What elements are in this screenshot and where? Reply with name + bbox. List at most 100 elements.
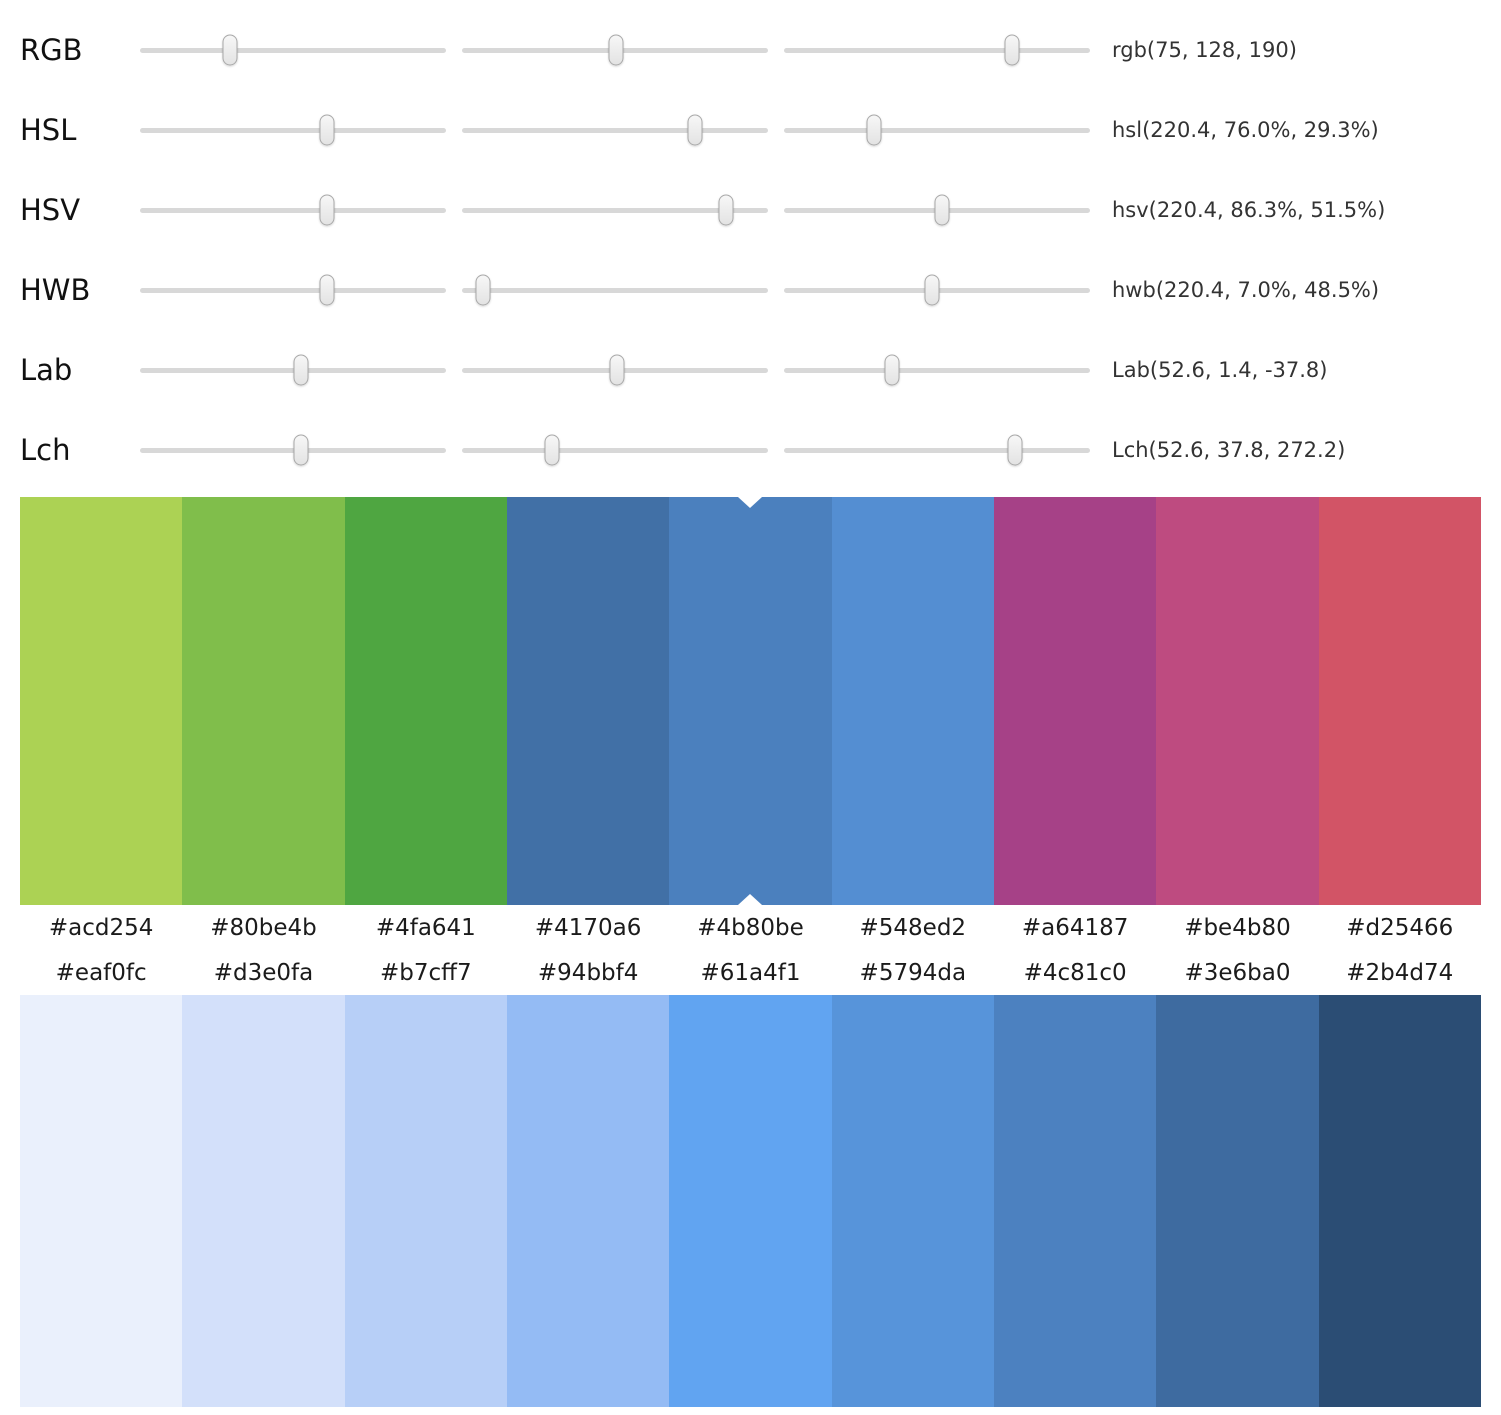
- lab-channel-3-slider-track[interactable]: [784, 354, 1090, 386]
- lab-channel-3-slider-handle[interactable]: [884, 354, 900, 386]
- hsv-channel-1-slider-track[interactable]: [140, 194, 446, 226]
- color-swatch-d25466[interactable]: [1318, 497, 1481, 905]
- hex-label: #4170a6: [534, 914, 642, 941]
- color-value-text: hsv(220.4, 86.3%, 51.5%): [1112, 198, 1386, 222]
- rgb-channel-2-slider-track[interactable]: [462, 34, 768, 66]
- slider-row-lch: Lch Lch(52.6, 37.8, 272.2): [20, 410, 1501, 490]
- hsl-channel-1-slider-handle[interactable]: [319, 114, 335, 146]
- hwb-channel-1-slider-track[interactable]: [140, 274, 446, 306]
- hsv-channel-3-slider-track[interactable]: [784, 194, 1090, 226]
- lch-channel-2-slider-handle[interactable]: [544, 434, 560, 466]
- lab-channel-2-slider-handle[interactable]: [609, 354, 625, 386]
- colorspace-slider-panel: RGB rgb(75, 128, 190) HSL: [0, 0, 1501, 490]
- rgb-channel-3-slider-handle[interactable]: [1004, 34, 1020, 66]
- lch-channel-3-slider-track[interactable]: [784, 434, 1090, 466]
- colorspace-label: HSL: [20, 113, 77, 147]
- color-swatch-94bbf4[interactable]: [506, 995, 670, 1407]
- hsl-channel-3-slider-track[interactable]: [784, 114, 1090, 146]
- hex-label: #eaf0fc: [55, 959, 147, 986]
- slider-tracks: [140, 114, 1090, 146]
- hwb-channel-1-slider-handle[interactable]: [319, 274, 335, 306]
- lch-channel-2-slider-track[interactable]: [462, 434, 768, 466]
- hex-label: #4c81c0: [1023, 959, 1127, 986]
- slider-tracks: [140, 274, 1090, 306]
- hex-label: #acd254: [48, 914, 154, 941]
- hsl-channel-1-slider-track[interactable]: [140, 114, 446, 146]
- hsl-channel-2-slider-track[interactable]: [462, 114, 768, 146]
- slider-tracks: [140, 194, 1090, 226]
- color-swatch-2b4d74[interactable]: [1318, 995, 1481, 1407]
- lch-channel-1-slider-handle[interactable]: [293, 434, 309, 466]
- rgb-channel-2-slider-handle[interactable]: [608, 34, 624, 66]
- color-value-text: rgb(75, 128, 190): [1112, 38, 1297, 62]
- harmony-hex-label-row: #acd254 #80be4b #4fa641 #4170a6 #4b80be #548e…: [20, 905, 1481, 950]
- color-swatch-4c81c0[interactable]: [993, 995, 1157, 1407]
- color-swatch-3e6ba0[interactable]: [1156, 995, 1319, 1407]
- slider-row-lab: Lab Lab(52.6, 1.4, -37.8): [20, 330, 1501, 410]
- slider-row-hsv: HSV hsv(220.4, 86.3%, 51.5%): [20, 170, 1501, 250]
- hwb-channel-3-slider-handle[interactable]: [924, 274, 940, 306]
- lab-channel-2-slider-track[interactable]: [462, 354, 768, 386]
- color-swatch-eaf0fc[interactable]: [20, 995, 183, 1407]
- hex-label: #b7cff7: [380, 959, 472, 986]
- color-swatch-4fa641[interactable]: [344, 497, 507, 905]
- hwb-channel-3-slider-track[interactable]: [784, 274, 1090, 306]
- slider-row-hwb: HWB hwb(220.4, 7.0%, 48.5%): [20, 250, 1501, 330]
- hwb-channel-2-slider-track[interactable]: [462, 274, 768, 306]
- color-value-text: hsl(220.4, 76.0%, 29.3%): [1112, 118, 1379, 142]
- rgb-channel-1-slider-track[interactable]: [140, 34, 446, 66]
- hex-label: #548ed2: [859, 914, 967, 941]
- lch-channel-1-slider-track[interactable]: [140, 434, 446, 466]
- tint-shade-palette-strip: [20, 995, 1481, 1407]
- color-swatch-80be4b[interactable]: [182, 497, 345, 905]
- color-value-text: Lch(52.6, 37.8, 272.2): [1112, 438, 1346, 462]
- colorspace-label: Lab: [20, 353, 73, 387]
- lab-channel-1-slider-track[interactable]: [140, 354, 446, 386]
- color-swatch-4b80be[interactable]: [669, 497, 832, 905]
- colorspace-label: HSV: [20, 193, 81, 227]
- rgb-channel-3-slider-track[interactable]: [784, 34, 1090, 66]
- hex-label: #4b80be: [697, 914, 804, 941]
- colorspace-label: HWB: [20, 273, 91, 307]
- slider-tracks: [140, 34, 1090, 66]
- color-swatch-d3e0fa[interactable]: [182, 995, 345, 1407]
- hsv-channel-2-slider-handle[interactable]: [718, 194, 734, 226]
- hex-label: #be4b80: [1184, 914, 1291, 941]
- color-swatch-4170a6[interactable]: [506, 497, 670, 905]
- hsv-channel-1-slider-handle[interactable]: [319, 194, 335, 226]
- color-swatch-a64187[interactable]: [993, 497, 1157, 905]
- hex-label: #3e6ba0: [1184, 959, 1291, 986]
- hex-label: #d3e0fa: [213, 959, 314, 986]
- hex-label: #4fa641: [375, 914, 476, 941]
- lch-channel-3-slider-handle[interactable]: [1007, 434, 1023, 466]
- hex-label: #61a4f1: [700, 959, 801, 986]
- colorspace-label: RGB: [20, 33, 83, 67]
- color-swatch-5794da[interactable]: [831, 995, 994, 1407]
- hsv-channel-3-slider-handle[interactable]: [934, 194, 950, 226]
- palette-section: #acd254 #80be4b #4fa641 #4170a6 #4b80be #548e…: [20, 497, 1481, 1407]
- hex-label: #5794da: [859, 959, 967, 986]
- hsv-channel-2-slider-track[interactable]: [462, 194, 768, 226]
- color-value-text: Lab(52.6, 1.4, -37.8): [1112, 358, 1328, 382]
- hex-label: #94bbf4: [537, 959, 639, 986]
- tint-shade-hex-label-row: #eaf0fc #d3e0fa #b7cff7 #94bbf4 #61a4f1 #5794…: [20, 950, 1481, 995]
- hex-label: #d25466: [1346, 914, 1454, 941]
- lab-channel-1-slider-handle[interactable]: [293, 354, 309, 386]
- slider-row-rgb: RGB rgb(75, 128, 190): [20, 10, 1501, 90]
- hex-label: #a64187: [1021, 914, 1129, 941]
- color-swatch-61a4f1[interactable]: [669, 995, 832, 1407]
- hex-label: #2b4d74: [1346, 959, 1454, 986]
- hsl-channel-2-slider-handle[interactable]: [687, 114, 703, 146]
- colorspace-label: Lch: [20, 433, 71, 467]
- slider-row-hsl: HSL hsl(220.4, 76.0%, 29.3%): [20, 90, 1501, 170]
- slider-tracks: [140, 434, 1090, 466]
- color-swatch-be4b80[interactable]: [1156, 497, 1319, 905]
- color-swatch-b7cff7[interactable]: [344, 995, 507, 1407]
- rgb-channel-1-slider-handle[interactable]: [222, 34, 238, 66]
- color-swatch-548ed2[interactable]: [831, 497, 994, 905]
- hex-label: #80be4b: [210, 914, 317, 941]
- harmony-palette-strip: [20, 497, 1481, 905]
- color-swatch-acd254[interactable]: [20, 497, 183, 905]
- hsl-channel-3-slider-handle[interactable]: [866, 114, 882, 146]
- hwb-channel-2-slider-handle[interactable]: [475, 274, 491, 306]
